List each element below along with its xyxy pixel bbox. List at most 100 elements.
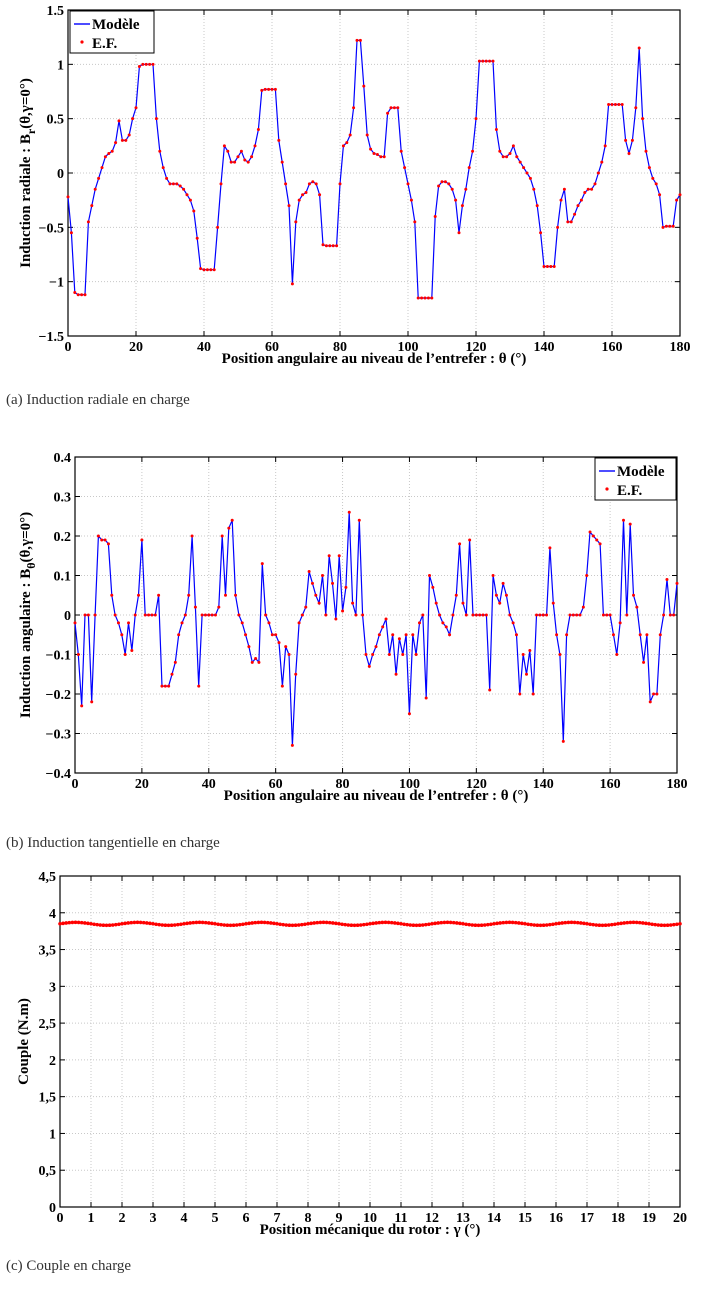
data-point-ef [464, 613, 468, 617]
data-point-ef [183, 613, 187, 617]
data-point-ef [114, 922, 118, 927]
data-point-ef [80, 704, 84, 708]
data-point-ef [638, 633, 642, 637]
data-point-ef [250, 921, 254, 925]
data-point-ef [229, 160, 233, 164]
data-point-ef [141, 920, 146, 925]
data-point-ef [307, 570, 311, 574]
figure-radial-induction: 0 20 40 60 80 100 120 140 160 180 −1.5 −1 −0.5 0 0.5 1 1… [0, 0, 719, 420]
data-point-ef [338, 182, 342, 186]
data-point-ef [559, 198, 563, 202]
data-point-ef [470, 923, 475, 927]
data-point-ef [504, 920, 509, 925]
data-point-ef [486, 922, 490, 927]
data-point-ef [294, 672, 298, 676]
data-point-ef [560, 921, 564, 925]
data-point-ef [163, 923, 168, 928]
data-point-ef [185, 921, 189, 926]
data-point-ef [457, 231, 461, 235]
data-point-ef [426, 296, 430, 300]
data-point-ef [144, 62, 148, 66]
data-point-ef [407, 712, 411, 716]
data-point-ef [597, 923, 602, 928]
data-point-ef [441, 621, 445, 625]
data-point-ef [399, 149, 403, 153]
data-point-ef [216, 225, 220, 229]
data-point-ef [355, 38, 359, 42]
x-axis-label: Position angulaire au niveau de l’entref… [224, 788, 529, 804]
data-point-ef [374, 921, 379, 925]
data-point-ef [448, 633, 452, 637]
data-point-ef [200, 920, 205, 925]
data-point-ef [569, 220, 573, 224]
data-point-ef [306, 922, 310, 926]
data-point-ef [106, 542, 110, 546]
data-point-ef [247, 921, 251, 926]
data-point-ef [337, 554, 341, 558]
data-point-ef [603, 144, 607, 148]
data-point-ef [508, 151, 512, 155]
data-point-ef [154, 117, 158, 121]
data-point-ef [433, 921, 437, 926]
data-point-ef [365, 922, 369, 927]
data-point-ef [610, 103, 614, 107]
data-point-ef [345, 141, 349, 145]
data-point-ef [634, 920, 639, 925]
data-point-ef [145, 921, 149, 925]
data-point-ef [92, 922, 96, 927]
data-point-ef [256, 128, 260, 132]
data-point-ef [450, 187, 454, 191]
data-point-ef [430, 296, 434, 300]
data-point-ef [213, 613, 217, 617]
data-point-ef [237, 613, 241, 617]
data-point-ef [263, 87, 267, 91]
data-point-ef [365, 133, 369, 137]
data-point-ef [160, 684, 164, 688]
data-point-ef [267, 87, 271, 91]
figure-tangential-induction: 0 20 40 60 80 100 120 140 160 180 −0.4 −0.3 −0.2 −0.1… [0, 430, 719, 860]
data-point-ef [596, 171, 600, 175]
data-point-ef [253, 920, 258, 925]
data-point-ef [185, 193, 189, 197]
data-point-ef [346, 923, 351, 927]
y-tick-label: 0 [49, 1201, 56, 1216]
data-point-ef [250, 155, 254, 159]
data-point-ef [491, 59, 495, 63]
data-point-ef [219, 182, 223, 186]
data-point-ef [535, 613, 539, 617]
data-point-ef [178, 184, 182, 188]
data-point-ef [397, 637, 401, 641]
data-point-ef [440, 180, 444, 184]
data-point-ef [420, 923, 425, 927]
data-point-ef [130, 649, 134, 653]
data-point-ef [618, 621, 622, 625]
data-point-ef [628, 920, 633, 925]
data-point-ef [555, 633, 559, 637]
data-point-ef [379, 155, 383, 159]
data-point-ef [269, 921, 273, 925]
x-tick-label: 0 [65, 340, 72, 355]
data-point-ef [608, 613, 612, 617]
legend-label-ef: E.F. [617, 483, 643, 499]
data-point-ef [541, 613, 545, 617]
data-point-ef [668, 923, 673, 927]
y-tick-label: 1 [57, 58, 64, 73]
data-point-ef [627, 151, 631, 155]
x-tick-label: 40 [197, 340, 211, 355]
legend-label-modele: Modèle [92, 17, 140, 33]
data-point-ef [76, 653, 80, 656]
data-point-ef [489, 922, 493, 927]
data-point-ef [588, 922, 592, 927]
data-point-ef [572, 920, 577, 925]
data-point-ef [458, 921, 462, 926]
data-point-ef [297, 621, 301, 625]
data-point-ef [557, 921, 561, 926]
data-point-ef [408, 923, 413, 927]
y-tick-label: 3,5 [39, 944, 57, 959]
data-point-ef [532, 187, 536, 191]
data-point-ef [526, 922, 530, 927]
data-point-ef [131, 117, 135, 121]
data-point-ef [182, 922, 186, 926]
data-point-ef [90, 700, 94, 704]
data-point-ef [566, 220, 570, 224]
